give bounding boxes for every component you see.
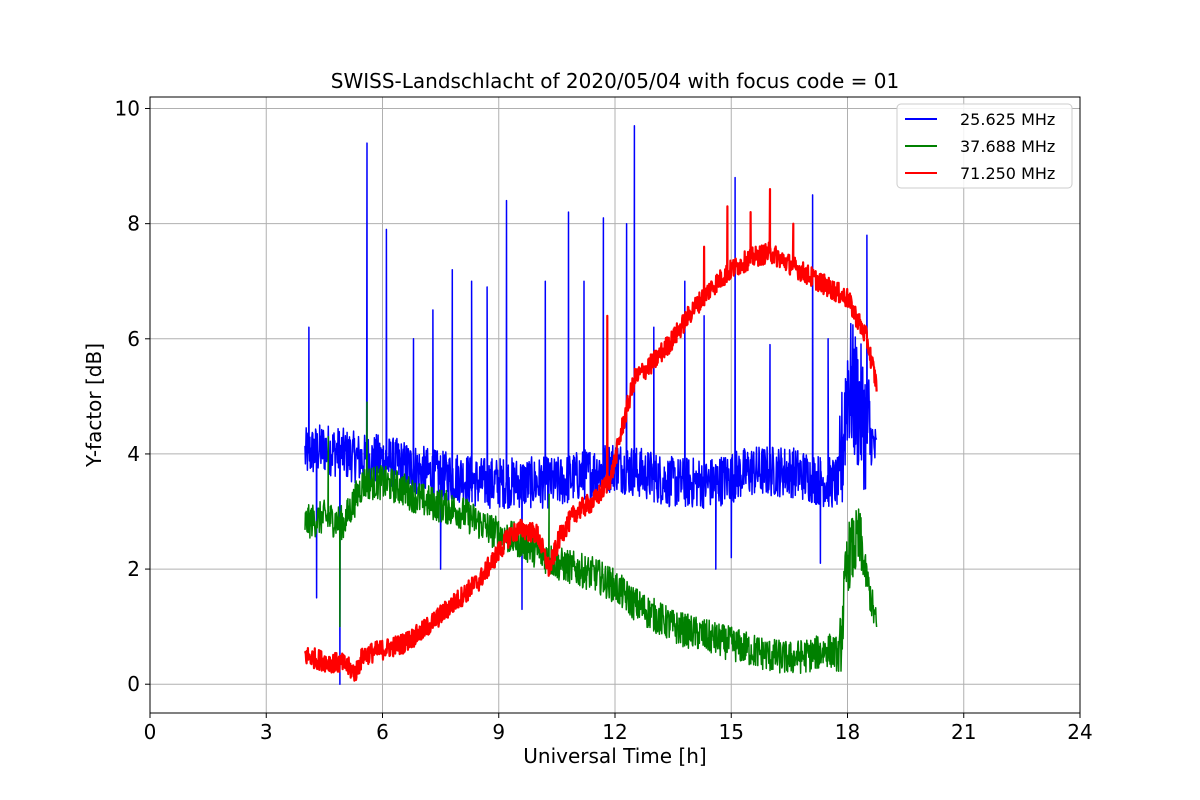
x-tick-label: 12	[602, 720, 627, 744]
series-line-37-688-MHz	[304, 401, 878, 675]
x-tick-label: 15	[719, 720, 744, 744]
series-line-71-250-MHz	[304, 188, 878, 682]
x-tick-label: 6	[376, 720, 389, 744]
x-tick-label: 3	[260, 720, 273, 744]
legend-label: 25.625 MHz	[960, 110, 1055, 129]
y-tick-label: 10	[115, 97, 140, 121]
x-tick-label: 0	[144, 720, 157, 744]
legend-label: 37.688 MHz	[960, 137, 1055, 156]
y-tick-label: 8	[127, 212, 140, 236]
chart-title: SWISS-Landschlacht of 2020/05/04 with fo…	[331, 69, 899, 93]
legend-label: 71.250 MHz	[960, 164, 1055, 183]
y-tick-label: 2	[127, 557, 140, 581]
x-axis-title: Universal Time [h]	[523, 744, 706, 768]
plot-series	[304, 125, 878, 685]
y-tick-label: 0	[127, 672, 140, 696]
x-tick-label: 9	[492, 720, 505, 744]
x-tick-label: 21	[951, 720, 976, 744]
y-tick-label: 4	[127, 442, 140, 466]
legend: 25.625 MHz 37.688 MHz 71.250 MHz	[896, 103, 1073, 189]
series-line-25-625-MHz	[304, 125, 878, 685]
x-tick-label: 24	[1067, 720, 1092, 744]
y-tick-label: 6	[127, 327, 140, 351]
y-axis-title: Y-factor [dB]	[82, 343, 106, 468]
legend-box	[896, 103, 1073, 189]
x-tick-label: 18	[835, 720, 860, 744]
